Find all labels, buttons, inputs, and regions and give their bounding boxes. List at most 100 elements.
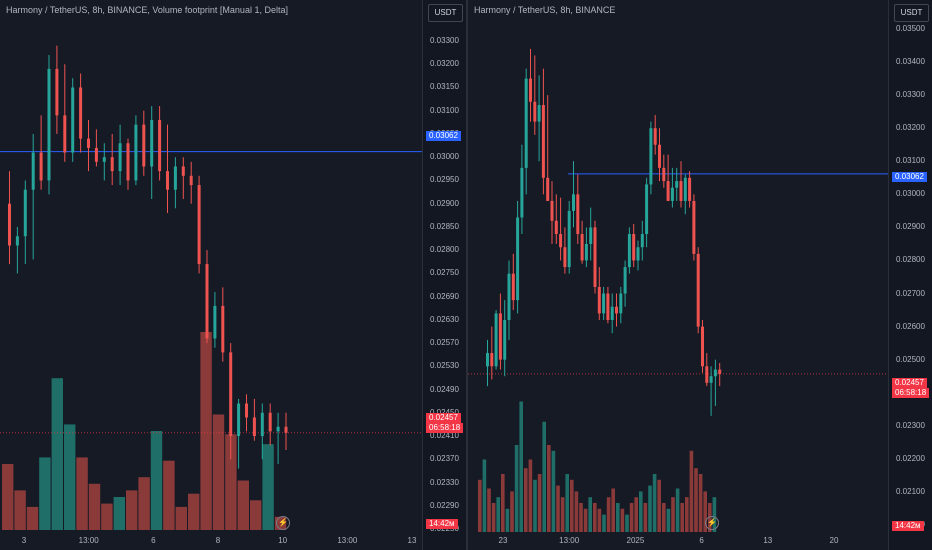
candle — [593, 220, 597, 294]
candle — [709, 366, 713, 416]
candle — [533, 55, 537, 135]
volume-bar — [188, 493, 200, 530]
candle — [150, 106, 154, 200]
volume-bar — [533, 479, 537, 532]
candle — [134, 115, 138, 186]
candle — [645, 177, 649, 248]
right-candlestick-chart[interactable] — [468, 0, 888, 550]
candle — [554, 194, 558, 244]
right-chart-title: Harmony / TetherUS, 8h, BINANCE — [474, 5, 616, 15]
left-chart-pane[interactable]: Harmony / TetherUS, 8h, BINANCE, Volume … — [0, 0, 466, 550]
left-price-axis[interactable]: USDT 0.033000.032000.031500.031000.03050… — [422, 0, 466, 550]
volume-bar — [579, 503, 583, 532]
volume-bar — [501, 474, 505, 532]
candle — [197, 175, 201, 274]
price-tick: 0.03200 — [430, 59, 459, 69]
candle — [39, 115, 43, 190]
candle — [189, 161, 193, 204]
volume-bar — [556, 485, 560, 532]
volume-bar — [26, 506, 39, 530]
price-tick: 0.02900 — [430, 198, 459, 208]
volume-bar — [620, 508, 625, 532]
volume-bar — [262, 444, 274, 530]
candle — [284, 412, 288, 450]
volume-bar — [88, 483, 101, 530]
candle — [567, 200, 571, 274]
candle — [649, 121, 653, 195]
volume-bar — [505, 508, 510, 532]
candle — [503, 300, 507, 377]
volume-bar — [643, 503, 648, 532]
candle — [110, 133, 114, 186]
candle — [679, 161, 683, 208]
candle — [670, 167, 674, 208]
price-tick: 0.02570 — [430, 338, 459, 348]
candle — [692, 194, 696, 261]
candle — [245, 394, 248, 432]
candle — [529, 48, 532, 122]
candle — [563, 227, 567, 274]
candle — [597, 267, 601, 320]
volume-bar — [510, 491, 514, 532]
candle — [615, 293, 618, 327]
right-countdown-badge: 06:58:18 — [892, 388, 930, 398]
price-tick: 0.02290 — [430, 500, 459, 510]
right-price-axis[interactable]: USDT 0.03500 0.03400 0.03300 0.03200 0.03100… — [888, 0, 932, 550]
left-line-price-badge: 0.03062 — [426, 131, 461, 141]
time-tick: 3 — [21, 536, 27, 545]
volume-bar — [629, 503, 634, 532]
candle — [576, 174, 580, 244]
candle — [524, 68, 528, 195]
price-tick: 0.02800 — [430, 245, 459, 255]
price-tick: 0.02950 — [430, 175, 459, 185]
price-tick: 0.02100 — [896, 486, 925, 496]
volume-bar — [583, 508, 588, 532]
left-chart-title: Harmony / TetherUS, 8h, BINANCE, Volume … — [6, 5, 288, 15]
pane-divider[interactable] — [466, 0, 468, 550]
time-tick: 6 — [151, 536, 156, 545]
right-currency-button[interactable]: USDT — [894, 4, 929, 22]
volume-bar — [250, 500, 262, 530]
volume-bar — [528, 459, 533, 532]
right-lightning-icon[interactable]: ⚡ — [705, 516, 719, 530]
volume-bar — [671, 497, 675, 532]
volume-bar — [2, 464, 14, 530]
candle — [541, 68, 545, 195]
candle — [718, 362, 722, 387]
candle — [23, 180, 27, 265]
volume-bar — [703, 491, 707, 532]
candle — [572, 161, 575, 228]
price-tick: 0.02330 — [430, 477, 459, 487]
left-lightning-icon[interactable]: ⚡ — [276, 516, 290, 530]
candle — [606, 286, 610, 324]
candle — [550, 181, 554, 244]
candle — [627, 227, 631, 274]
price-tick: 0.03300 — [896, 90, 925, 100]
price-tick: 0.02630 — [430, 314, 459, 324]
candle — [653, 114, 657, 155]
price-tick: 0.02700 — [896, 288, 925, 298]
volume-bar — [519, 401, 523, 532]
candle — [658, 128, 661, 182]
volume-bar — [14, 490, 26, 530]
volume-bar — [175, 506, 187, 530]
left-currency-button[interactable]: USDT — [428, 4, 463, 22]
candle — [63, 64, 67, 162]
volume-bar — [64, 424, 76, 530]
candle — [559, 197, 563, 261]
candle — [610, 293, 614, 334]
candle — [15, 226, 19, 274]
right-chart-pane[interactable]: Harmony / TetherUS, 8h, BINANCE USDT 0.0… — [468, 0, 932, 550]
candle — [683, 174, 687, 215]
left-candlestick-chart[interactable] — [0, 0, 422, 550]
left-clock-badge: 14:42м — [426, 519, 458, 529]
candle — [158, 106, 162, 181]
volume-bar — [163, 460, 175, 530]
candle — [675, 167, 679, 201]
candle — [666, 154, 670, 201]
volume-bar — [126, 490, 138, 530]
volume-bar — [712, 497, 717, 532]
volume-bar — [698, 474, 703, 532]
price-tick: 0.02370 — [430, 454, 459, 464]
candle — [498, 293, 502, 370]
